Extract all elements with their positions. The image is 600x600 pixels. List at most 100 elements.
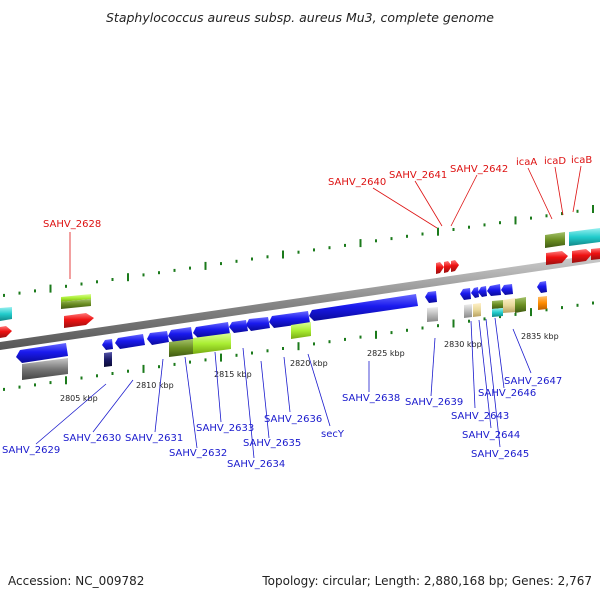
minor-tick (142, 273, 145, 277)
gene-label[interactable]: SAHV_2646 (478, 388, 536, 399)
gene-label[interactable]: SAHV_2640 (328, 177, 386, 188)
minor-tick (235, 353, 238, 357)
gene-label[interactable]: SAHV_2633 (196, 423, 254, 434)
minor-tick (34, 289, 36, 293)
blue-gene-arrow (537, 281, 547, 293)
scale-label: 2820 kbp (290, 359, 328, 368)
blue-gene-arrow (487, 284, 501, 296)
blue-gene-arrow (309, 294, 418, 321)
gene-label[interactable]: SAHV_2639 (405, 397, 463, 408)
blue-gene-arrow (501, 284, 513, 295)
minor-tick (173, 268, 176, 272)
gene-labels-bottom: SAHV_2629 SAHV_2630 SAHV_2631 SAHV_2632 … (2, 376, 562, 470)
minor-tick (499, 221, 501, 225)
minor-tick (34, 383, 36, 387)
gene-label[interactable]: SAHV_2643 (451, 411, 509, 422)
navy-feature (104, 352, 112, 367)
orange-feature (538, 296, 547, 310)
minor-tick (235, 259, 238, 263)
minor-tick (421, 232, 424, 236)
major-tick (282, 250, 284, 259)
red-gene-arrow (436, 262, 444, 274)
gene-label[interactable]: icaB (571, 155, 592, 166)
tan-feature (503, 298, 516, 313)
minor-tick (220, 262, 222, 266)
minor-tick (266, 349, 269, 353)
minor-tick (65, 284, 67, 288)
minor-tick (390, 237, 393, 241)
gene-label[interactable]: SAHV_2642 (450, 164, 508, 175)
genome-summary-text: Topology: circular; Length: 2,880,168 bp… (261, 574, 592, 588)
gene-label[interactable]: SAHV_2645 (471, 449, 529, 460)
cyan-feature (492, 308, 503, 317)
accession-text: Accession: NC_009782 (8, 574, 144, 588)
red-gene-arrow (451, 260, 459, 272)
minor-tick (111, 372, 114, 375)
minor-tick (344, 337, 346, 341)
major-tick (359, 239, 362, 248)
red-gene-arrow (591, 248, 600, 260)
tan-feature (473, 303, 481, 317)
minor-tick (80, 376, 83, 380)
blue-gene-arrow (115, 334, 145, 349)
cyan-feature (0, 307, 12, 321)
tick-track-outer (3, 205, 594, 297)
gene-label[interactable]: SAHV_2630 (63, 433, 121, 444)
gene-label[interactable]: SAHV_2629 (2, 445, 60, 456)
minor-tick (313, 248, 315, 252)
genome-backbone (0, 254, 600, 350)
outer-features (0, 228, 600, 338)
minor-tick (173, 362, 176, 366)
blue-gene-arrow (425, 291, 437, 303)
major-tick (530, 308, 532, 317)
gene-label[interactable]: SAHV_2647 (504, 376, 562, 387)
tick-track-inner (3, 301, 594, 391)
cyan-feature (569, 228, 600, 246)
gene-label[interactable]: SAHV_2636 (264, 414, 322, 425)
minor-tick (158, 365, 160, 369)
lime-feature (291, 322, 311, 339)
blue-gene-arrow (460, 288, 471, 300)
gene-label[interactable]: SAHV_2638 (342, 393, 400, 404)
major-tick (297, 342, 300, 351)
major-tick (142, 364, 145, 373)
minor-tick (576, 303, 579, 307)
minor-tick (251, 257, 253, 261)
minor-tick (189, 360, 191, 364)
gene-label[interactable]: icaD (544, 156, 566, 167)
gene-label[interactable]: SAHV_2632 (169, 448, 227, 459)
lime-feature (61, 294, 91, 302)
scale-label: 2830 kbp (444, 340, 482, 349)
minor-tick (483, 317, 486, 321)
gene-label[interactable]: SAHV_2641 (389, 170, 447, 181)
minor-tick (3, 387, 5, 391)
major-tick (65, 376, 67, 385)
blue-gene-arrow (193, 322, 230, 338)
minor-tick (49, 381, 52, 385)
minor-tick (328, 246, 331, 250)
gene-label[interactable]: SAHV_2628 (43, 219, 101, 230)
major-tick (592, 205, 594, 213)
scale-label: 2805 kbp (60, 394, 98, 403)
minor-tick (576, 209, 579, 213)
gene-label[interactable]: SAHV_2644 (462, 430, 520, 441)
gene-label[interactable]: SAHV_2634 (227, 459, 285, 470)
scale-label: 2815 kbp (214, 370, 252, 379)
minor-tick (545, 308, 548, 312)
minor-tick (344, 243, 346, 247)
major-tick (127, 273, 129, 282)
minor-tick (390, 331, 393, 335)
gene-label[interactable]: SAHV_2631 (125, 433, 183, 444)
gene-label[interactable]: SAHV_2635 (243, 438, 301, 449)
light-grey-feature (464, 304, 472, 318)
minor-tick (514, 312, 517, 316)
gene-label[interactable]: secY (321, 429, 345, 440)
minor-tick (189, 266, 191, 270)
minor-tick (313, 342, 315, 346)
minor-tick (468, 225, 470, 229)
minor-tick (359, 335, 362, 339)
minor-tick (406, 234, 408, 238)
minor-tick (452, 228, 455, 231)
gene-label[interactable]: icaA (516, 157, 537, 168)
